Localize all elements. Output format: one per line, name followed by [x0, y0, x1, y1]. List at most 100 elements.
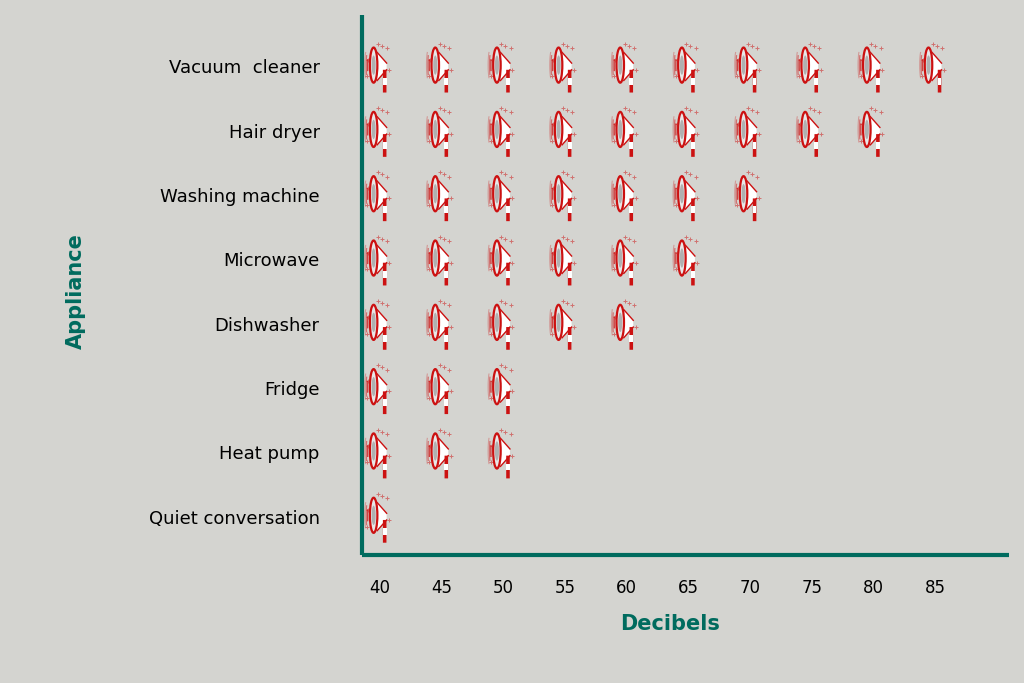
Ellipse shape	[494, 240, 501, 276]
FancyBboxPatch shape	[383, 391, 386, 414]
Polygon shape	[501, 53, 510, 81]
Ellipse shape	[433, 184, 437, 204]
Ellipse shape	[863, 112, 870, 147]
Ellipse shape	[616, 176, 624, 211]
Ellipse shape	[555, 305, 562, 340]
Polygon shape	[501, 309, 510, 337]
Ellipse shape	[927, 55, 931, 74]
Bar	[444, 464, 449, 471]
FancyBboxPatch shape	[383, 199, 386, 221]
Ellipse shape	[495, 55, 499, 74]
Bar	[506, 464, 510, 471]
Polygon shape	[624, 245, 633, 273]
Bar	[444, 270, 449, 277]
Bar	[506, 142, 510, 149]
FancyBboxPatch shape	[814, 134, 818, 157]
Ellipse shape	[372, 55, 376, 74]
Polygon shape	[932, 53, 941, 81]
Ellipse shape	[495, 377, 499, 396]
FancyBboxPatch shape	[383, 520, 386, 543]
Ellipse shape	[370, 434, 378, 469]
Polygon shape	[377, 374, 387, 402]
Bar	[506, 335, 510, 342]
Ellipse shape	[680, 184, 684, 204]
Ellipse shape	[556, 313, 561, 332]
Ellipse shape	[370, 369, 378, 404]
FancyBboxPatch shape	[753, 70, 757, 92]
Ellipse shape	[370, 240, 378, 276]
FancyBboxPatch shape	[568, 263, 571, 285]
FancyBboxPatch shape	[691, 134, 694, 157]
FancyBboxPatch shape	[383, 456, 386, 478]
FancyBboxPatch shape	[383, 327, 386, 350]
Polygon shape	[439, 117, 449, 145]
Polygon shape	[685, 245, 695, 273]
FancyBboxPatch shape	[568, 70, 571, 92]
FancyBboxPatch shape	[506, 199, 510, 221]
Polygon shape	[439, 438, 449, 466]
Bar	[753, 142, 757, 149]
Ellipse shape	[431, 369, 439, 404]
FancyBboxPatch shape	[383, 263, 386, 285]
Bar	[383, 335, 387, 342]
Polygon shape	[439, 309, 449, 337]
Bar	[691, 206, 695, 213]
Ellipse shape	[741, 55, 745, 74]
Bar	[938, 78, 941, 85]
Ellipse shape	[556, 120, 561, 139]
FancyBboxPatch shape	[630, 70, 633, 92]
Polygon shape	[377, 438, 387, 466]
Ellipse shape	[495, 441, 499, 460]
Polygon shape	[377, 309, 387, 337]
Ellipse shape	[803, 120, 807, 139]
FancyBboxPatch shape	[568, 327, 571, 350]
Ellipse shape	[925, 48, 932, 83]
Ellipse shape	[680, 120, 684, 139]
Bar	[691, 270, 695, 277]
Polygon shape	[562, 245, 571, 273]
Ellipse shape	[494, 369, 501, 404]
Ellipse shape	[433, 55, 437, 74]
Ellipse shape	[678, 48, 686, 83]
Ellipse shape	[372, 120, 376, 139]
Bar	[444, 78, 449, 85]
Polygon shape	[748, 181, 757, 209]
Polygon shape	[501, 245, 510, 273]
FancyBboxPatch shape	[444, 391, 449, 414]
Ellipse shape	[372, 313, 376, 332]
Polygon shape	[439, 181, 449, 209]
FancyBboxPatch shape	[877, 70, 880, 92]
Ellipse shape	[803, 55, 807, 74]
Ellipse shape	[678, 240, 686, 276]
Ellipse shape	[494, 305, 501, 340]
Ellipse shape	[616, 48, 624, 83]
FancyBboxPatch shape	[444, 327, 449, 350]
Ellipse shape	[431, 176, 439, 211]
FancyBboxPatch shape	[630, 134, 633, 157]
Polygon shape	[439, 245, 449, 273]
Bar	[383, 528, 387, 535]
Bar	[753, 78, 757, 85]
Bar	[383, 464, 387, 471]
Polygon shape	[809, 117, 818, 145]
Bar	[444, 206, 449, 213]
Ellipse shape	[494, 434, 501, 469]
FancyBboxPatch shape	[630, 263, 633, 285]
Bar	[383, 400, 387, 406]
Bar	[630, 78, 633, 85]
Bar	[630, 270, 633, 277]
Bar	[383, 78, 387, 85]
Bar	[506, 400, 510, 406]
Polygon shape	[377, 181, 387, 209]
FancyBboxPatch shape	[444, 456, 449, 478]
Polygon shape	[562, 181, 571, 209]
Ellipse shape	[431, 240, 439, 276]
Polygon shape	[870, 53, 880, 81]
Ellipse shape	[616, 112, 624, 147]
Ellipse shape	[865, 120, 869, 139]
FancyBboxPatch shape	[444, 263, 449, 285]
Polygon shape	[562, 117, 571, 145]
Ellipse shape	[431, 305, 439, 340]
Ellipse shape	[741, 184, 745, 204]
FancyBboxPatch shape	[814, 70, 818, 92]
